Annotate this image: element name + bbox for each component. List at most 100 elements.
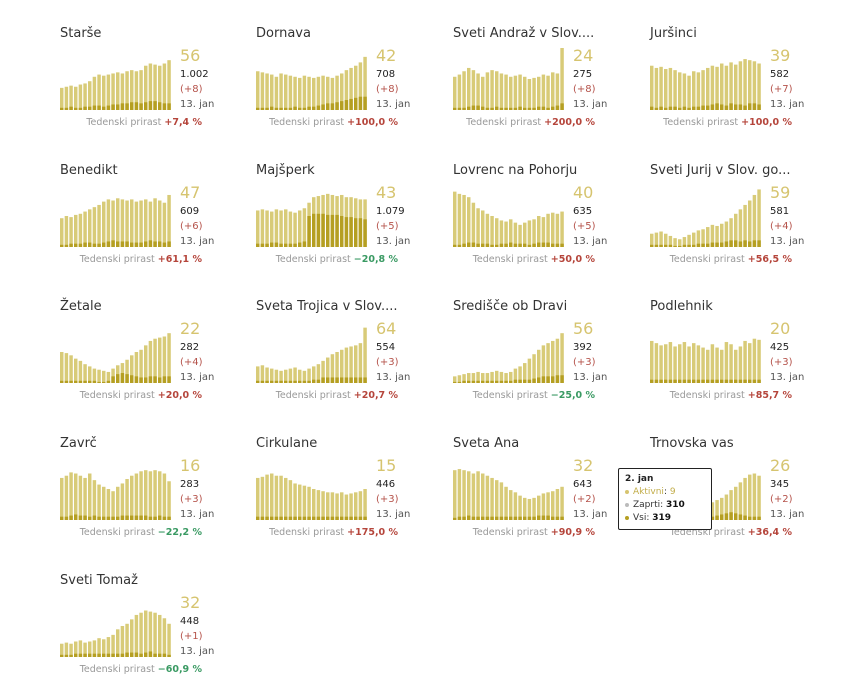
bar-total[interactable] bbox=[97, 74, 101, 110]
bar-chart[interactable] bbox=[453, 48, 571, 110]
bar-total[interactable] bbox=[358, 491, 363, 520]
municipality-card[interactable]: Majšperk 43 1.079 (+5) 13. jan Tedenski prira… bbox=[256, 163, 436, 283]
bar-total[interactable] bbox=[260, 365, 265, 383]
bar-total[interactable] bbox=[513, 492, 518, 520]
bar-total[interactable] bbox=[74, 358, 78, 383]
bar-total[interactable] bbox=[144, 470, 148, 520]
bar-total[interactable] bbox=[734, 349, 738, 383]
bar-total[interactable] bbox=[720, 223, 724, 247]
bar-total[interactable] bbox=[60, 643, 64, 657]
bar-total[interactable] bbox=[560, 333, 564, 383]
bar-total[interactable] bbox=[729, 344, 733, 383]
bar-total[interactable] bbox=[678, 72, 682, 110]
bar-total[interactable] bbox=[125, 71, 129, 110]
bar-total[interactable] bbox=[270, 473, 274, 521]
bar-total[interactable] bbox=[106, 74, 111, 110]
bar-total[interactable] bbox=[302, 75, 307, 110]
bar-total[interactable] bbox=[335, 75, 339, 110]
bar-total[interactable] bbox=[724, 221, 729, 247]
bar-total[interactable] bbox=[495, 218, 499, 247]
bar-total[interactable] bbox=[162, 202, 167, 247]
bar-total[interactable] bbox=[752, 194, 757, 247]
bar-total[interactable] bbox=[144, 65, 148, 110]
bar-chart[interactable] bbox=[650, 48, 768, 110]
bar-total[interactable] bbox=[724, 494, 729, 520]
bar-total[interactable] bbox=[729, 218, 733, 247]
bar-total[interactable] bbox=[293, 76, 297, 110]
bar-total[interactable] bbox=[555, 489, 560, 520]
bar-total[interactable] bbox=[83, 364, 87, 383]
bar-total[interactable] bbox=[316, 364, 321, 383]
bar-total[interactable] bbox=[541, 217, 546, 247]
bar-total[interactable] bbox=[715, 225, 719, 247]
bar-total[interactable] bbox=[453, 76, 457, 110]
bar-total[interactable] bbox=[69, 355, 73, 383]
bar-total[interactable] bbox=[518, 366, 522, 383]
bar-total[interactable] bbox=[738, 482, 743, 520]
bar-total[interactable] bbox=[158, 200, 162, 248]
bar-total[interactable] bbox=[144, 345, 148, 383]
bar-total[interactable] bbox=[453, 470, 457, 520]
bar-total[interactable] bbox=[462, 374, 466, 383]
bar-total[interactable] bbox=[673, 346, 677, 383]
bar-chart[interactable] bbox=[650, 185, 768, 247]
bar-total[interactable] bbox=[102, 370, 106, 383]
bar-total[interactable] bbox=[344, 494, 349, 520]
bar-total[interactable] bbox=[551, 340, 555, 383]
bar-total[interactable] bbox=[284, 209, 288, 247]
bar-total[interactable] bbox=[60, 87, 64, 110]
bar-total[interactable] bbox=[321, 75, 325, 110]
bar-total[interactable] bbox=[696, 72, 701, 110]
bar-total[interactable] bbox=[654, 232, 659, 247]
bar-total[interactable] bbox=[106, 371, 111, 383]
bar-total[interactable] bbox=[326, 492, 330, 520]
bar-total[interactable] bbox=[74, 214, 78, 247]
bar-total[interactable] bbox=[92, 368, 97, 383]
bar-total[interactable] bbox=[139, 70, 143, 110]
bar-total[interactable] bbox=[687, 75, 691, 110]
bar-total[interactable] bbox=[706, 227, 710, 247]
bar-total[interactable] bbox=[102, 639, 106, 657]
bar-total[interactable] bbox=[69, 217, 73, 247]
bar-total[interactable] bbox=[490, 371, 494, 383]
bar-total[interactable] bbox=[279, 475, 283, 520]
bar-total[interactable] bbox=[729, 62, 733, 110]
bar-total[interactable] bbox=[116, 72, 120, 110]
bar-total[interactable] bbox=[344, 70, 349, 110]
bar-total[interactable] bbox=[307, 368, 311, 383]
bar-total[interactable] bbox=[270, 368, 274, 383]
bar-total[interactable] bbox=[153, 198, 157, 247]
bar-total[interactable] bbox=[504, 373, 508, 383]
bar-total[interactable] bbox=[349, 67, 353, 110]
bar-total[interactable] bbox=[363, 327, 367, 383]
bar-total[interactable] bbox=[551, 212, 555, 247]
bar-total[interactable] bbox=[668, 67, 673, 110]
bar-total[interactable] bbox=[743, 477, 747, 520]
bar-total[interactable] bbox=[298, 210, 302, 247]
bar-total[interactable] bbox=[167, 481, 171, 520]
bar-total[interactable] bbox=[696, 345, 701, 383]
bar-total[interactable] bbox=[457, 74, 462, 110]
bar-total[interactable] bbox=[120, 626, 125, 657]
bar-total[interactable] bbox=[532, 77, 536, 110]
bar-total[interactable] bbox=[158, 614, 162, 657]
bar-total[interactable] bbox=[148, 340, 153, 383]
bar-total[interactable] bbox=[467, 373, 471, 383]
bar-total[interactable] bbox=[555, 338, 560, 383]
bar-total[interactable] bbox=[321, 360, 325, 383]
bar-total[interactable] bbox=[279, 73, 283, 110]
bar-total[interactable] bbox=[167, 60, 171, 110]
bar-chart[interactable] bbox=[650, 321, 768, 383]
bar-total[interactable] bbox=[349, 493, 353, 520]
bar-total[interactable] bbox=[687, 346, 691, 383]
bar-total[interactable] bbox=[97, 638, 101, 657]
bar-chart[interactable] bbox=[256, 185, 374, 247]
bar-total[interactable] bbox=[167, 194, 171, 247]
bar-total[interactable] bbox=[467, 67, 471, 110]
bar-total[interactable] bbox=[682, 342, 687, 383]
bar-total[interactable] bbox=[555, 73, 560, 110]
bar-total[interactable] bbox=[134, 614, 139, 657]
bar-total[interactable] bbox=[527, 79, 532, 110]
bar-total[interactable] bbox=[256, 477, 260, 520]
bar-total[interactable] bbox=[330, 354, 335, 383]
